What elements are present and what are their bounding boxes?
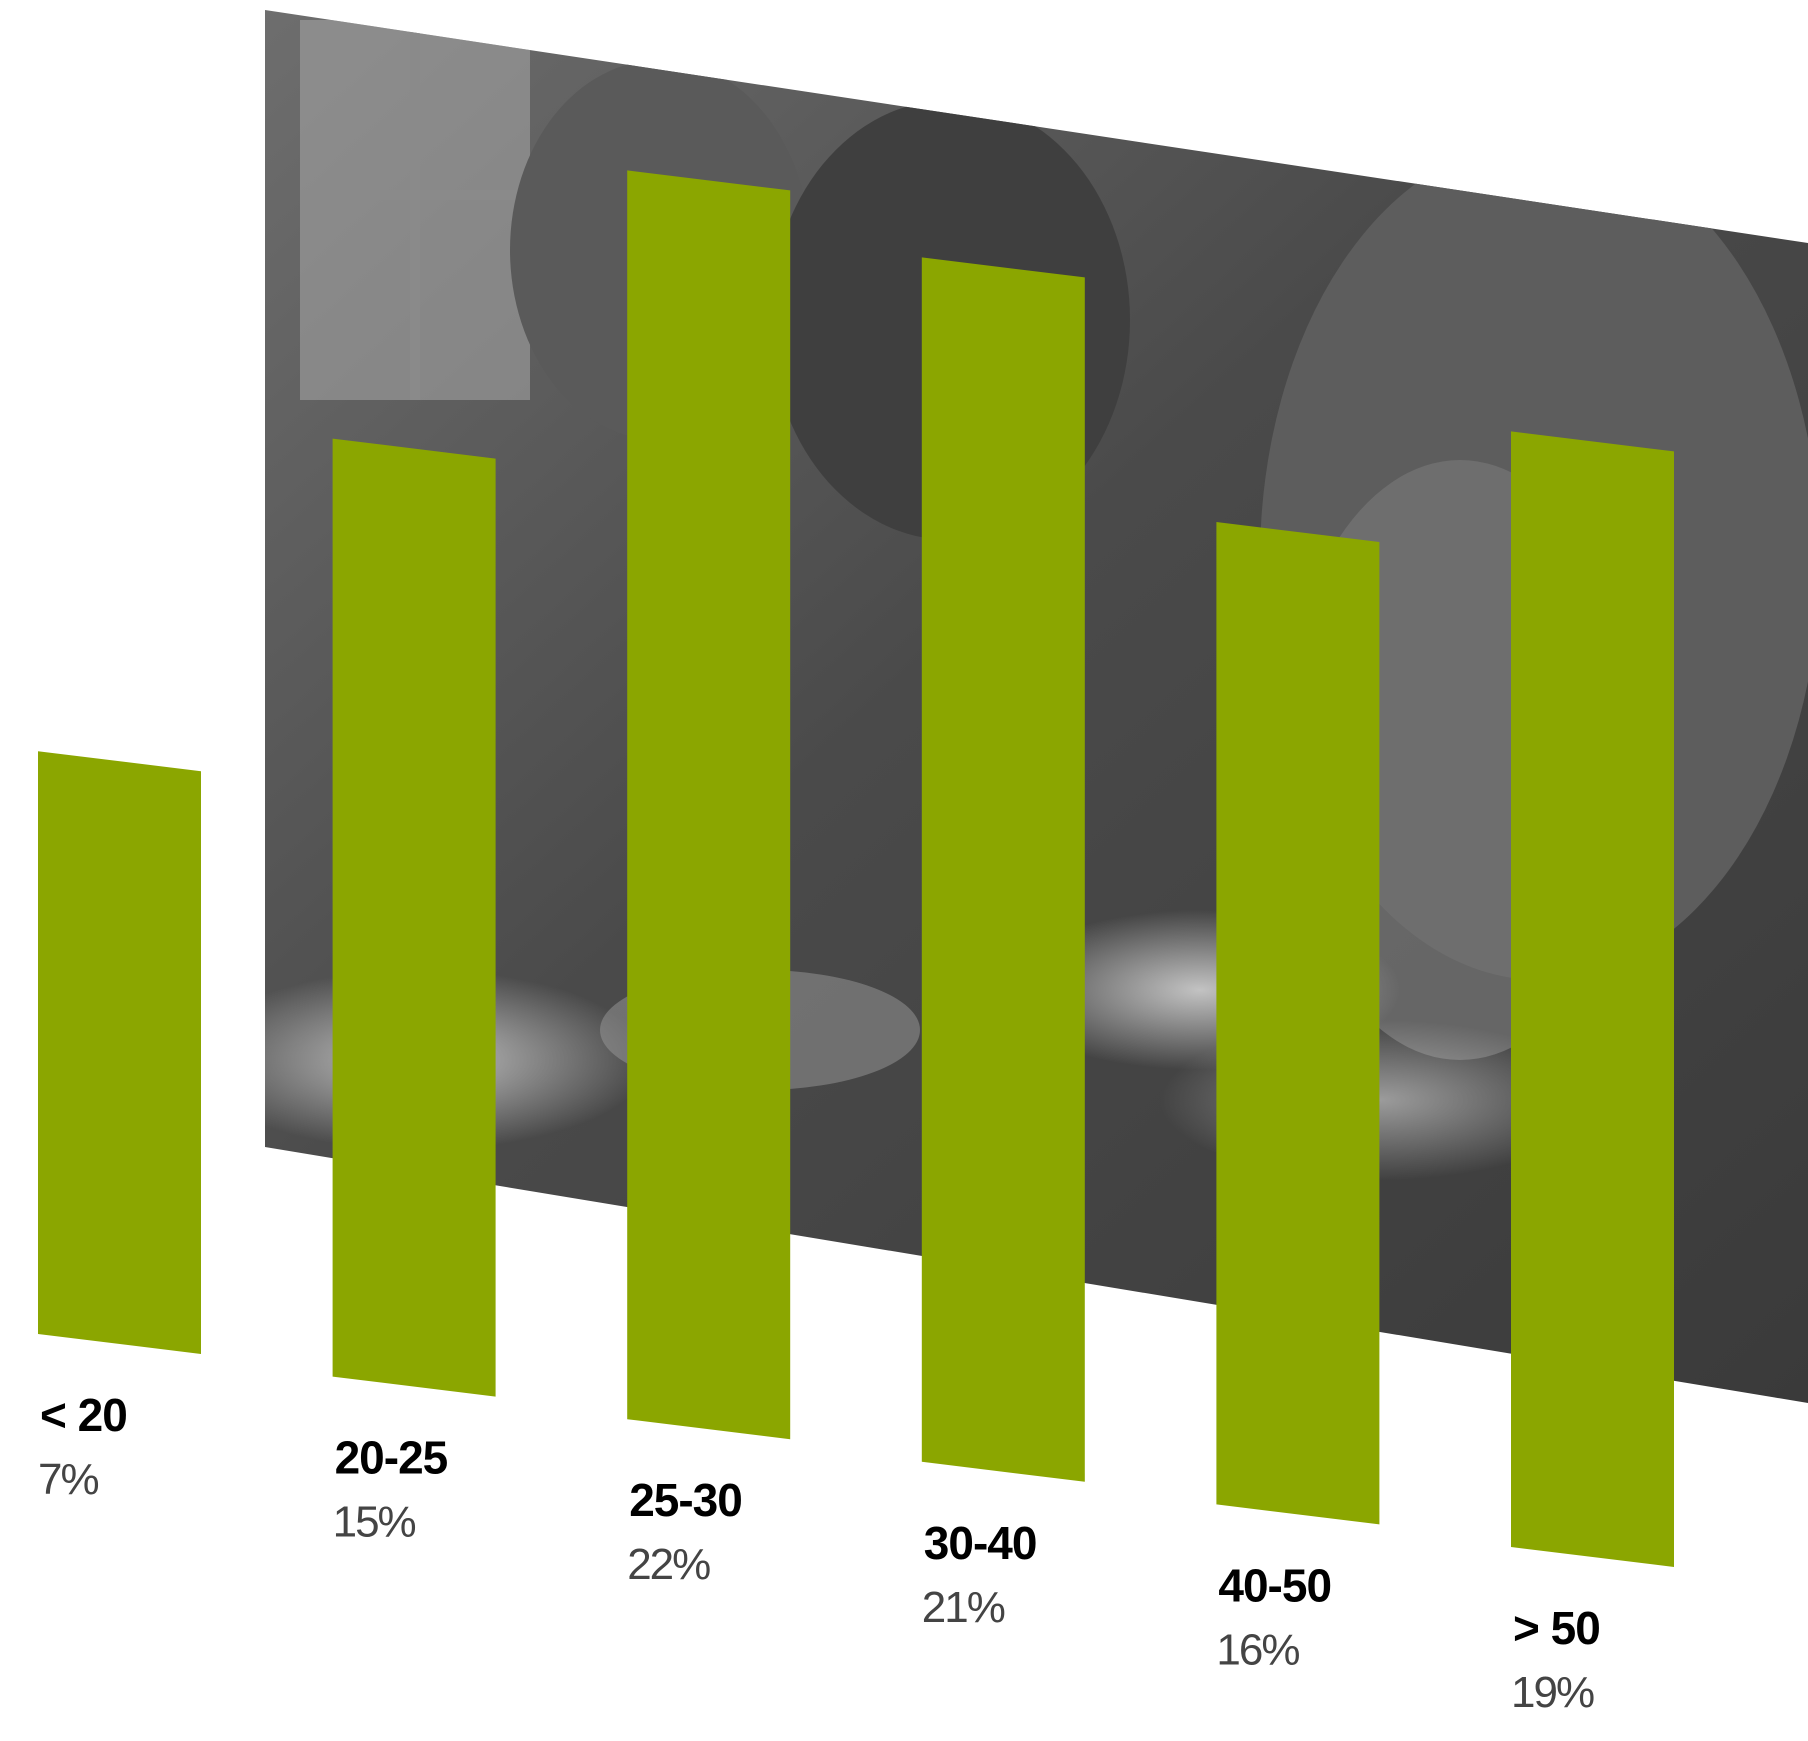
- bar-4: [921, 257, 1085, 1482]
- bars-group: [38, 170, 1674, 1567]
- value-label: 22%: [627, 1540, 710, 1589]
- bar-2: [332, 438, 496, 1397]
- category-label: 25-30: [629, 1474, 742, 1526]
- bar-1: [38, 751, 201, 1354]
- value-label: 7%: [38, 1455, 98, 1504]
- category-label: 40-50: [1218, 1559, 1331, 1611]
- category-label: 30-40: [924, 1517, 1037, 1569]
- value-label: 19%: [1511, 1668, 1594, 1717]
- labels-group: < 20 7% 20-25 15% 25-30 22% 30-40 21% 40-50 16% > …: [38, 1389, 1601, 1717]
- bar-3: [627, 170, 791, 1440]
- value-label: 21%: [922, 1583, 1005, 1632]
- category-label: > 50: [1513, 1602, 1600, 1654]
- bar-5: [1216, 522, 1380, 1525]
- value-label: 16%: [1216, 1625, 1299, 1674]
- category-label: < 20: [40, 1389, 127, 1441]
- category-label: 20-25: [335, 1432, 448, 1484]
- value-label: 15%: [333, 1498, 416, 1547]
- bar-6: [1511, 431, 1674, 1567]
